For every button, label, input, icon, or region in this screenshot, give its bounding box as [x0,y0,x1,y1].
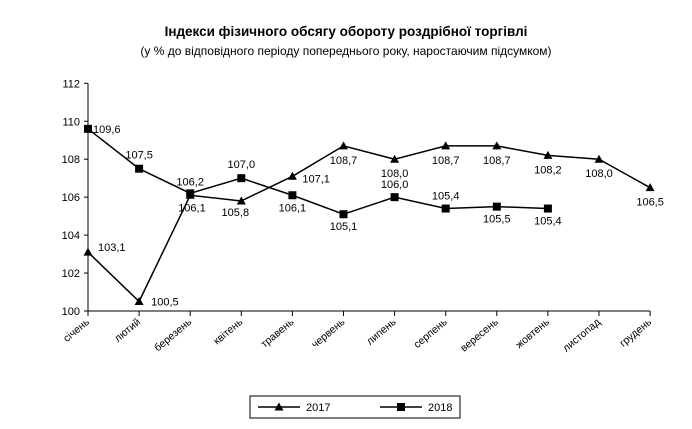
data-point-2018 [441,204,450,213]
data-point-2017 [645,183,655,192]
legend-label-2018: 2018 [428,402,452,414]
legend-label-2017: 2017 [306,402,330,414]
data-point-2017 [339,141,348,150]
data-point-2017 [287,171,297,180]
x-tick-label: травень [259,316,297,351]
x-tick-label: вересень [458,316,501,355]
data-point-2018 [84,124,92,133]
data-point-2017 [390,154,400,163]
data-point-2017 [543,150,553,159]
legend-marker-2017 [274,402,284,411]
legend-marker-2018 [397,403,405,411]
data-label-2017: 105,8 [222,207,250,219]
data-point-2017 [594,154,604,163]
data-label-2018: 106,1 [279,202,307,214]
data-label-2018: 109,6 [93,124,121,136]
data-label-2017: 106,1 [178,202,206,214]
data-label-2018: 106,2 [176,176,204,188]
data-point-2018 [543,204,552,213]
x-tick-label: жовтень [513,316,552,351]
data-point-2018 [135,164,144,173]
data-label-2018: 107,0 [228,159,256,171]
y-tick-label: 110 [62,116,80,128]
series-line-2017 [87,145,651,303]
data-label-2018: 106,0 [381,179,409,191]
data-point-2018 [237,174,246,183]
x-tick-label: грудень [617,316,654,350]
data-point-2017 [441,141,451,150]
x-tick-label: квітень [211,316,245,348]
x-tick-label: лютий [112,316,143,345]
data-label-2017: 108,7 [483,155,511,167]
data-point-2018 [339,210,348,219]
data-point-2017 [83,247,93,256]
data-label-2017: 108,0 [381,168,409,180]
data-label-2018: 105,5 [483,214,511,226]
data-label-2018: 105,4 [534,216,562,228]
legend-box [249,395,461,419]
data-point-2018 [288,191,297,200]
data-label-2017: 107,1 [302,173,330,185]
data-point-2017 [134,297,144,306]
data-label-2018: 105,1 [330,221,358,233]
data-point-2017 [236,196,246,205]
chart-subtitle: (у % до відповідного періоду попередньог… [140,44,551,58]
y-tick-label: 100 [62,306,80,318]
data-point-2017 [492,141,502,150]
x-tick-label: серпень [411,316,450,351]
data-label-2017: 108,2 [534,164,562,176]
y-tick-label: 112 [62,78,80,90]
y-tick-label: 102 [62,268,80,280]
data-label-2018: 105,4 [432,191,460,203]
data-label-2017: 108,7 [432,155,460,167]
data-label-2017: 108,7 [330,155,358,167]
data-point-2018 [492,202,501,211]
data-label-2017: 108,0 [585,168,613,180]
x-tick-label: червень [309,316,348,351]
x-tick-label: березень [152,316,195,354]
data-point-2018 [390,193,399,202]
data-label-2018: 107,5 [125,150,153,162]
x-tick-label: січень [61,316,92,345]
series-2018: 109,6 107,5 106,2 107,0 106,1 105,1 106,0 105,4… [84,124,562,233]
y-tick-label: 106 [62,192,80,204]
chart-title: Індекси фізичного обсягу обороту роздріб… [165,24,528,39]
y-tick-label: 104 [62,230,80,242]
x-tick-label: липень [364,316,399,348]
data-point-2018 [186,189,195,198]
data-label-2017: 100,5 [151,297,179,309]
series-line-2018 [87,128,548,216]
y-tick-label: 108 [62,154,80,166]
data-label-2017: 106,5 [636,197,664,209]
x-tick-label: листопад [560,316,603,354]
data-label-2017: 103,1 [98,242,126,254]
